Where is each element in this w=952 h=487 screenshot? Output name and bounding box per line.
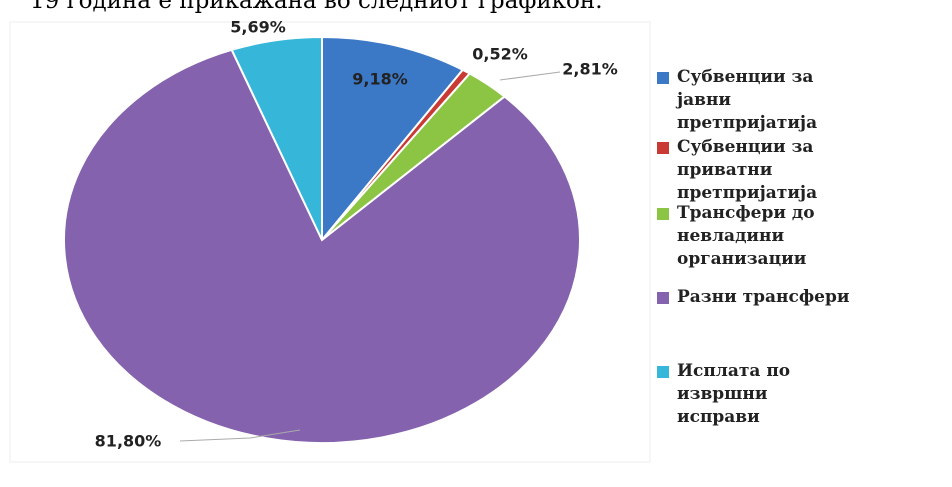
data-label: 5,69% [230,18,286,37]
legend-swatch [657,142,669,154]
pie [63,35,581,444]
legend-swatch [657,72,669,84]
data-label: 2,81% [562,60,618,79]
legend-label: Трансфери до невладини организации [677,203,815,269]
legend-label: Субвенции за приватни претпријатија [677,137,818,203]
legend-label: Субвенции за јавни претпријатија [677,67,818,133]
legend-label: Исплата по извршни исправи [677,361,791,427]
data-label: 9,18% [352,70,408,89]
legend-label: Разни трансфери [677,287,850,307]
pie-slice [321,35,465,243]
data-label: 81,80% [95,432,162,451]
legend-item: Субвенции за јавни претпријатија [655,66,952,135]
pie-slice [63,48,581,444]
legend-item: Исплата по извршни исправи [655,360,952,429]
caption: 19 година е прикажана во следниот график… [30,0,603,14]
leader-line [499,71,561,81]
leader-line [179,429,301,442]
legend-swatch [657,208,669,220]
legend-item: Трансфери до невладини организации [655,202,952,271]
pie-slice [230,35,323,241]
legend-item: Разни трансфери [655,286,952,309]
chart-frame [9,21,651,463]
data-label: 0,52% [472,45,528,64]
legend-swatch [657,366,669,378]
legend-swatch [657,292,669,304]
legend-item: Субвенции за приватни претпријатија [655,136,952,205]
